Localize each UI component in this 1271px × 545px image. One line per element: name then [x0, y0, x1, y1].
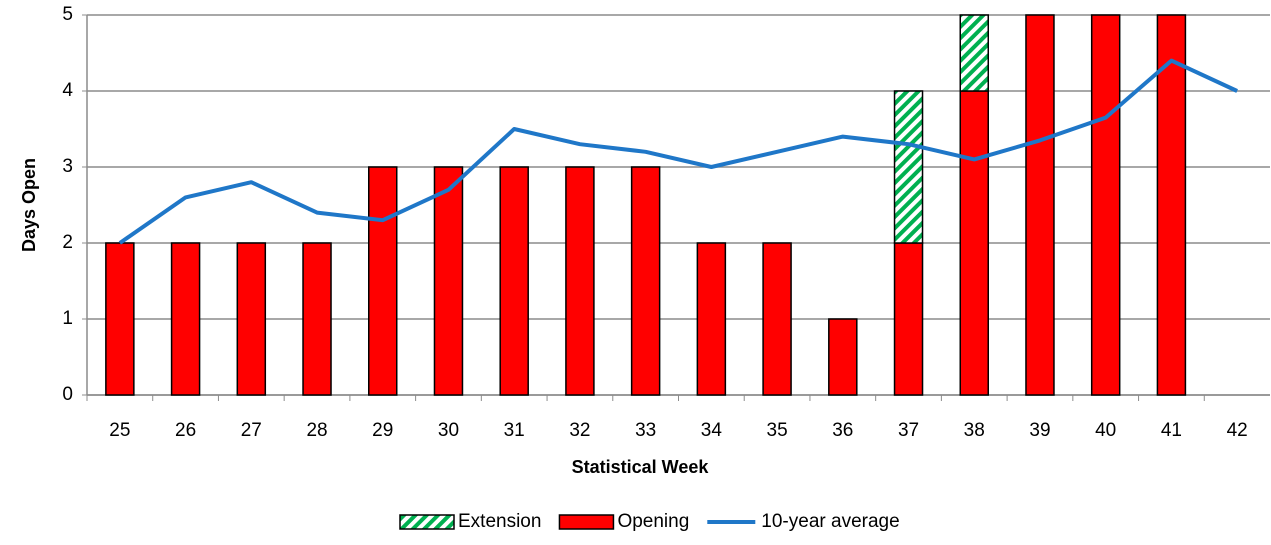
bar-segment	[170, 242, 201, 396]
bar-segment	[630, 166, 661, 396]
x-tick-label: 35	[767, 420, 788, 441]
x-tick-label: 25	[109, 420, 130, 441]
x-tick-label: 31	[504, 420, 525, 441]
legend-label: Opening	[617, 511, 689, 532]
bar-segment	[696, 242, 727, 396]
bar-segment	[828, 318, 858, 396]
bar-segment	[433, 166, 464, 396]
y-tick-label: 4	[62, 80, 73, 101]
y-tick-label: 2	[62, 232, 73, 253]
bar-segment	[565, 166, 595, 396]
legend-swatch	[558, 514, 615, 530]
bar-segment	[1025, 14, 1055, 396]
x-axis-title: Statistical Week	[572, 457, 710, 477]
y-tick-label: 5	[62, 4, 73, 25]
x-tick-label: 40	[1095, 420, 1116, 441]
legend-label: 10-year average	[761, 511, 899, 532]
x-tick-label: 30	[438, 420, 459, 441]
bar-segment	[762, 242, 792, 396]
y-tick-label: 0	[62, 384, 73, 405]
bar-segment	[236, 242, 267, 396]
y-tick-label: 1	[62, 308, 73, 329]
line-series	[118, 58, 1238, 245]
legend-label: Extension	[458, 511, 541, 532]
bar-segment	[959, 14, 989, 92]
bar-segment	[893, 90, 924, 244]
x-tick-label: 27	[241, 420, 262, 441]
x-tick-label: 41	[1161, 420, 1182, 441]
x-tick-label: 37	[898, 420, 919, 441]
x-tick-label: 26	[175, 420, 196, 441]
x-tick-label: 39	[1029, 420, 1050, 441]
x-tick-label: 28	[306, 420, 327, 441]
legend-swatch	[399, 514, 455, 530]
x-tick-label: 42	[1227, 420, 1248, 441]
x-tick-label: 36	[832, 420, 853, 441]
bar-segment	[1090, 14, 1121, 396]
bar-segment	[302, 242, 332, 396]
x-tick-label: 38	[964, 420, 985, 441]
bar-segment	[959, 90, 989, 396]
bar-segment	[368, 166, 398, 396]
x-tick-label: 29	[372, 420, 393, 441]
bar-segment	[1156, 14, 1187, 396]
y-tick-label: 3	[62, 156, 73, 177]
bar-segment	[893, 242, 924, 396]
x-tick-label: 33	[635, 420, 656, 441]
x-tick-label: 34	[701, 420, 723, 441]
bar-segment	[105, 242, 135, 396]
x-tick-label: 32	[569, 420, 590, 441]
y-axis-title: Days Open	[19, 158, 39, 252]
bar-segment	[499, 166, 529, 396]
